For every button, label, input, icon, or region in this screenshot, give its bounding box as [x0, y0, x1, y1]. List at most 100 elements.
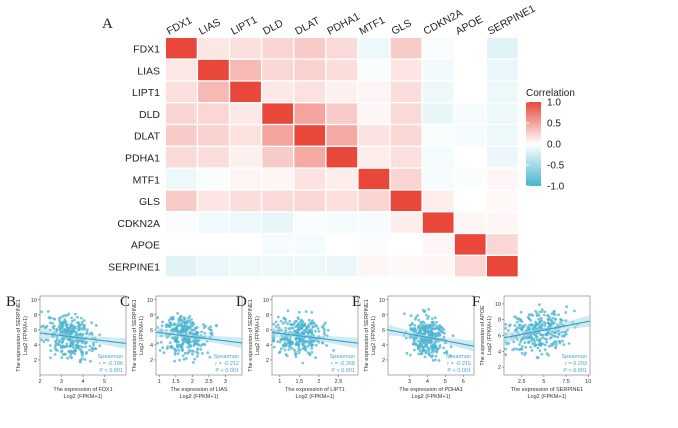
heatmap-cell: [198, 125, 229, 146]
data-point: [174, 348, 177, 352]
heatmap-cell: [454, 212, 486, 233]
heatmap-cell: [230, 212, 261, 233]
data-point: [288, 337, 292, 341]
data-point: [515, 320, 519, 324]
data-point: [297, 317, 300, 321]
heatmap-cell: [166, 81, 197, 102]
data-point: [518, 343, 521, 346]
heatmap-cell: [294, 212, 326, 233]
heatmap-cell: [358, 103, 390, 124]
data-point: [437, 334, 441, 337]
data-point: [196, 354, 199, 358]
data-point: [536, 346, 540, 350]
data-point: [540, 310, 544, 313]
data-point: [58, 328, 62, 331]
data-point: [528, 326, 532, 330]
data-point: [98, 344, 102, 348]
panel-label-d: D: [236, 294, 247, 310]
data-point: [307, 318, 311, 322]
data-point: [539, 333, 542, 337]
data-point: [442, 335, 446, 339]
data-point: [272, 345, 276, 349]
data-point: [89, 359, 92, 363]
data-point: [424, 351, 428, 355]
data-point: [438, 344, 442, 347]
data-point: [413, 323, 417, 327]
data-point: [177, 322, 181, 325]
data-point: [543, 337, 547, 340]
heatmap-cell: [487, 212, 518, 233]
y-tick-label: 4: [150, 343, 153, 349]
data-point: [291, 326, 295, 330]
legend-tick-label: -0.5: [547, 161, 565, 172]
data-point: [188, 345, 192, 349]
data-point: [312, 339, 316, 343]
heatmap-cell: [422, 234, 454, 255]
data-point: [417, 352, 421, 356]
data-point: [63, 314, 67, 317]
x-tick-label: 5: [444, 379, 447, 385]
heatmap-cell: [198, 190, 229, 211]
heatmap-cell: [422, 168, 454, 190]
x-tick-label: 5: [542, 379, 545, 385]
data-point: [286, 309, 290, 313]
data-point: [201, 343, 204, 346]
data-point: [201, 352, 204, 355]
data-point: [55, 327, 59, 331]
data-point: [85, 330, 89, 334]
data-point: [303, 324, 307, 327]
data-point: [53, 353, 57, 356]
heatmap-cell: [454, 125, 486, 146]
column-label: FDX1: [165, 14, 194, 37]
heatmap-cell: [422, 81, 454, 102]
heatmap-cell: [358, 256, 390, 277]
data-point: [187, 325, 191, 329]
data-point: [82, 319, 86, 322]
column-label: DLD: [261, 17, 286, 38]
data-point: [171, 317, 175, 321]
data-point: [294, 343, 298, 347]
y-tick-label: 10: [263, 298, 269, 304]
heatmap-cell: [487, 103, 518, 124]
data-point: [530, 313, 533, 316]
heatmap-cell: [262, 59, 293, 81]
data-point: [190, 328, 193, 331]
data-point: [182, 357, 186, 361]
data-point: [183, 351, 187, 355]
data-point: [307, 325, 311, 328]
data-point: [81, 341, 84, 344]
data-point: [181, 342, 185, 346]
data-point: [167, 325, 170, 328]
heatmap-cell: [262, 256, 293, 277]
panel-label-c: C: [120, 294, 130, 310]
data-point: [430, 351, 434, 354]
data-point: [325, 344, 328, 347]
data-point: [189, 340, 193, 344]
data-point: [522, 337, 525, 341]
data-point: [423, 355, 427, 359]
data-point: [191, 361, 195, 364]
data-point: [545, 340, 548, 344]
heatmap-cell: [487, 147, 518, 168]
heatmap-cell: [422, 212, 454, 233]
data-point: [423, 342, 427, 345]
heatmap-cell: [262, 212, 293, 233]
panel-label-f: F: [472, 294, 480, 310]
data-point: [419, 322, 423, 326]
data-point: [74, 312, 77, 316]
heatmap-cell: [198, 147, 229, 168]
column-label: DLAT: [293, 15, 322, 38]
data-point: [60, 349, 64, 353]
data-point: [196, 352, 200, 355]
data-point: [551, 322, 555, 326]
data-point: [535, 338, 539, 342]
y-tick-label: 10: [379, 298, 385, 304]
y-axis-label: The expression of SERPINE1: [132, 299, 138, 371]
heatmap-cell: [294, 125, 326, 146]
data-point: [81, 357, 84, 360]
data-point: [449, 354, 452, 357]
data-point: [78, 344, 82, 348]
